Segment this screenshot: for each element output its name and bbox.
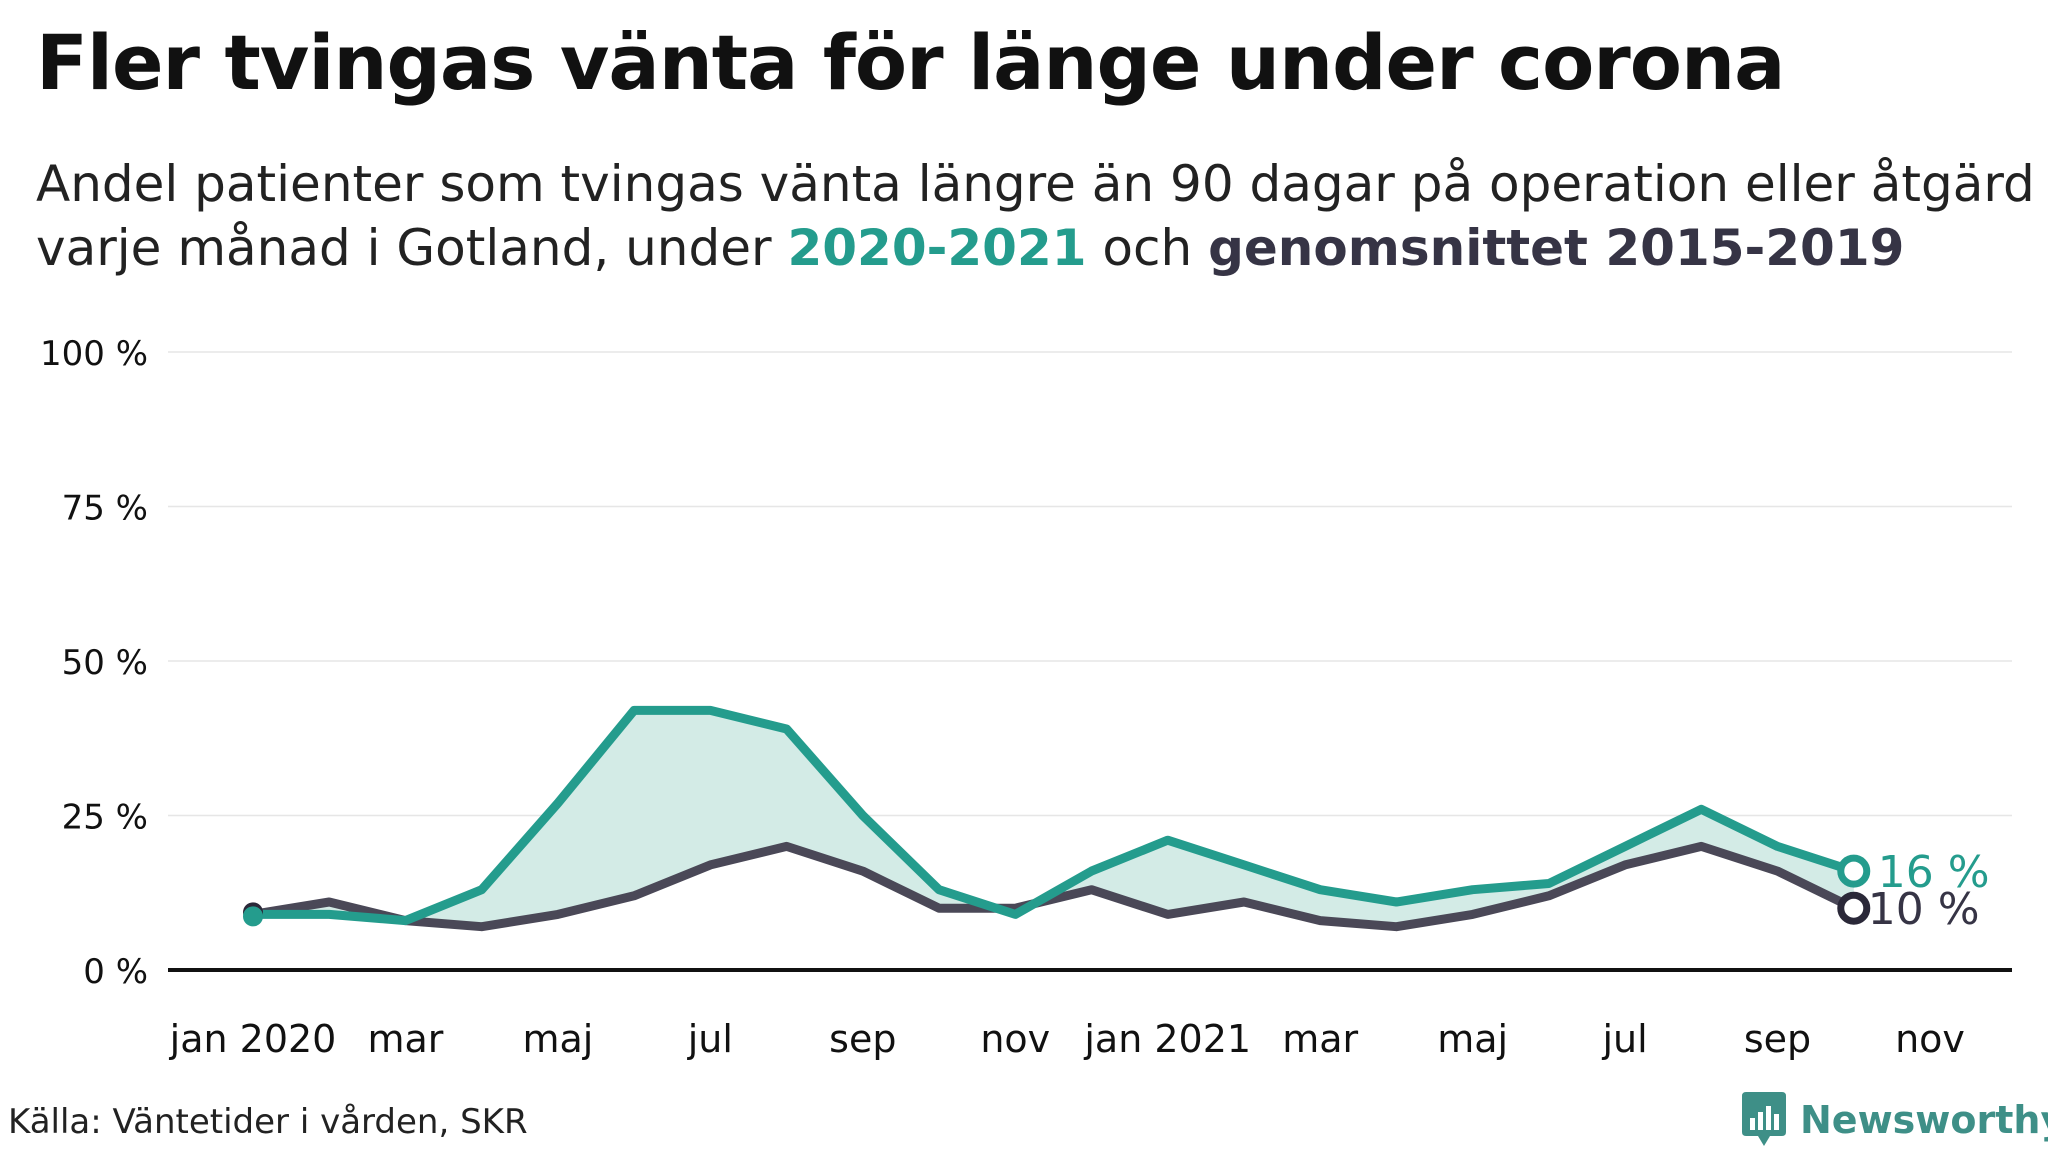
series-line-average: [248, 841, 1859, 932]
subtitle-prefix: varje månad i Gotland, under: [36, 219, 788, 277]
legend-current-period: 2020-2021: [787, 219, 1087, 277]
gridlines: [168, 351, 2012, 817]
x-tick-label: sep: [829, 1017, 896, 1061]
start-marker-current: [243, 906, 263, 927]
y-tick-label: 25 %: [62, 798, 148, 838]
brand-logo: Newsworthy: [1740, 1092, 2048, 1148]
subtitle-line-1: Andel patienter som tvingas vänta längre…: [36, 155, 2035, 213]
subtitle-line-2: varje månad i Gotland, under 2020-2021 o…: [36, 216, 2036, 280]
y-axis-labels: 0 % 25 % 50 % 75 % 100 %: [40, 334, 148, 992]
x-tick-label: sep: [1744, 1017, 1811, 1061]
end-marker-average: [1837, 891, 1871, 925]
x-tick-label: jul: [1601, 1017, 1647, 1061]
y-tick-label: 100 %: [40, 334, 148, 374]
x-tick-label: jul: [687, 1017, 733, 1061]
chart-subtitle: Andel patienter som tvingas vänta längre…: [36, 152, 2036, 280]
subtitle-middle: och: [1086, 219, 1209, 277]
series-markers: [243, 854, 1871, 927]
x-tick-label: jan 2020: [169, 1017, 337, 1061]
x-tick-label: maj: [1437, 1017, 1508, 1061]
y-tick-label: 0 %: [83, 952, 148, 992]
series-lines: [248, 705, 1859, 932]
y-tick-label: 50 %: [62, 643, 148, 683]
series-line-current: [248, 705, 1859, 926]
fill-between-area: [253, 710, 1854, 927]
newsworthy-logo-icon: [1742, 1092, 1786, 1146]
x-tick-label: nov: [1895, 1017, 1965, 1061]
end-marker-current: [1837, 854, 1871, 888]
chart-title: Fler tvingas vänta för länge under coron…: [36, 18, 1785, 107]
difference-area: [253, 710, 1854, 927]
source-note: Källa: Väntetider i vården, SKR: [8, 1102, 528, 1142]
end-label-average: 10 %: [1868, 884, 1980, 935]
y-tick-label: 75 %: [62, 489, 148, 529]
x-tick-label: nov: [980, 1017, 1050, 1061]
x-tick-label: jan 2021: [1083, 1017, 1251, 1061]
x-tick-label: mar: [1282, 1017, 1358, 1061]
x-tick-label: mar: [367, 1017, 443, 1061]
end-label-current: 16 %: [1878, 847, 1990, 898]
x-tick-label: maj: [522, 1017, 593, 1061]
legend-average-period: genomsnittet 2015-2019: [1208, 219, 1905, 277]
brand-name: Newsworthy: [1800, 1098, 2048, 1142]
x-axis-labels: jan 2020 mar maj jul sep nov jan 2021 mar maj jul…: [169, 1017, 1965, 1061]
end-labels: 16 %10 %: [1868, 847, 1990, 935]
